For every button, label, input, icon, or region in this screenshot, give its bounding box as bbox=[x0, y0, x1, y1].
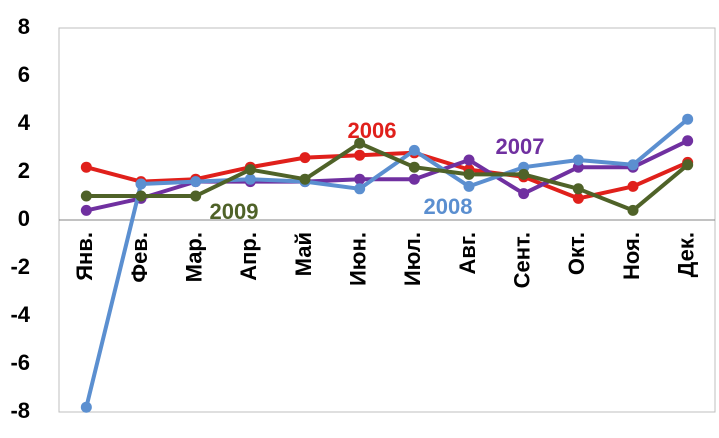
x-tick-label: Май bbox=[291, 232, 316, 276]
point bbox=[190, 190, 202, 202]
point bbox=[682, 135, 694, 147]
point bbox=[463, 180, 475, 192]
point bbox=[518, 188, 530, 200]
x-tick-label: Дек. bbox=[673, 232, 698, 277]
point bbox=[354, 183, 366, 195]
x-tick-label: Мар. bbox=[181, 232, 206, 282]
point bbox=[299, 173, 311, 185]
series-line bbox=[86, 141, 689, 213]
x-tick-label: Июн. bbox=[345, 232, 370, 286]
y-tick-label: -2 bbox=[10, 254, 30, 279]
series-line bbox=[84, 117, 689, 408]
point bbox=[463, 168, 475, 180]
point bbox=[572, 192, 584, 204]
x-tick-label: Апр. bbox=[236, 232, 261, 281]
y-tick-label: 2 bbox=[18, 158, 30, 183]
point bbox=[518, 168, 530, 180]
point bbox=[463, 154, 475, 166]
series-label: 2009 bbox=[210, 199, 259, 224]
point bbox=[80, 401, 92, 413]
point bbox=[682, 113, 694, 125]
y-tick-label: -6 bbox=[10, 350, 30, 375]
point bbox=[408, 161, 420, 173]
point bbox=[135, 178, 147, 190]
point bbox=[135, 190, 147, 202]
point bbox=[190, 176, 202, 188]
x-tick-label: Окт. bbox=[564, 232, 589, 275]
x-tick-label: Фев. bbox=[127, 232, 152, 283]
y-tick-label: -8 bbox=[10, 398, 30, 423]
point bbox=[627, 204, 639, 216]
point bbox=[354, 149, 366, 161]
point bbox=[627, 159, 639, 171]
point bbox=[80, 190, 92, 202]
point bbox=[80, 161, 92, 173]
point bbox=[80, 204, 92, 216]
x-tick-label: Июл. bbox=[400, 232, 425, 286]
x-tick-label: Авг. bbox=[455, 232, 480, 275]
x-tick-label: Ноя. bbox=[619, 232, 644, 280]
y-tick-label: 0 bbox=[18, 206, 30, 231]
y-tick-label: 8 bbox=[18, 14, 30, 39]
series-line bbox=[85, 138, 689, 213]
point bbox=[408, 173, 420, 185]
series-label: 2007 bbox=[496, 134, 545, 159]
y-tick-label: 4 bbox=[18, 110, 31, 135]
point bbox=[299, 152, 311, 164]
point bbox=[682, 159, 694, 171]
series-label: 2008 bbox=[424, 194, 473, 219]
series-label: 2006 bbox=[348, 118, 397, 143]
y-tick-label: 6 bbox=[18, 62, 30, 87]
point bbox=[354, 173, 366, 185]
point bbox=[408, 144, 420, 156]
point bbox=[354, 137, 366, 149]
point bbox=[627, 180, 639, 192]
point bbox=[244, 164, 256, 176]
y-tick-label: -4 bbox=[10, 302, 30, 327]
point bbox=[572, 154, 584, 166]
point bbox=[572, 183, 584, 195]
x-tick-label: Янв. bbox=[72, 232, 97, 281]
point bbox=[244, 173, 256, 185]
x-tick-label: Сент. bbox=[509, 232, 534, 288]
series-line bbox=[85, 150, 689, 201]
